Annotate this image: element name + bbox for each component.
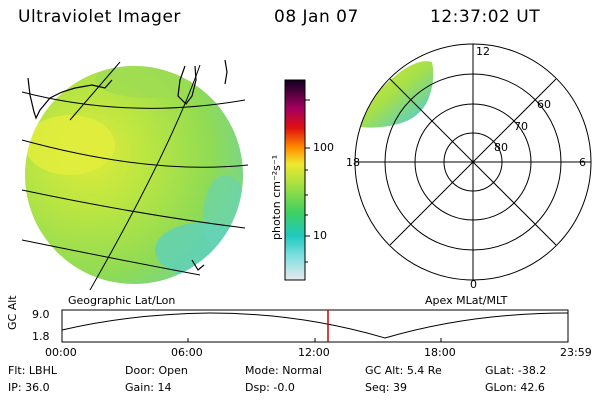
mlat-label-80: 80 (494, 141, 508, 154)
polar-plot (354, 43, 592, 281)
status-gain-label: Gain: (125, 381, 154, 394)
mlt-label-6: 6 (579, 156, 586, 169)
status-dsp-label: Dsp: (245, 381, 270, 394)
instrument-title: Ultraviolet Imager (18, 7, 181, 27)
status-mode: Mode: Normal (245, 364, 322, 377)
time-label: 12:37:02 UT (430, 7, 541, 27)
timeline-xtick-2359: 23:59 (560, 346, 592, 359)
status-door: Door: Open (125, 364, 188, 377)
status-door-label: Door: (125, 364, 155, 377)
timeline-plot (61, 309, 569, 343)
status-filter-label: Flt: (8, 364, 26, 377)
status-seq-value: 39 (392, 381, 407, 394)
status-gc-alt-value: 5.4 Re (406, 364, 442, 377)
status-ip-value: 36.0 (25, 381, 50, 394)
status-glon-value: 42.6 (520, 381, 545, 394)
status-ip: IP: 36.0 (8, 381, 50, 394)
status-dsp-value: -0.0 (273, 381, 295, 394)
geographic-image (21, 59, 249, 291)
status-glat-label: GLat: (485, 364, 515, 377)
mlat-label-70: 70 (514, 120, 528, 133)
status-gain: Gain: 14 (125, 381, 172, 394)
status-seq: Seq: 39 (365, 381, 407, 394)
timeline-ylabel: GC Alt (6, 295, 19, 330)
status-gain-value: 14 (157, 381, 172, 394)
apex-caption: Apex MLat/MLT (425, 294, 508, 307)
timeline-xtick-1800: 18:00 (424, 346, 456, 359)
status-mode-value: Normal (282, 364, 322, 377)
status-glon: GLon: 42.6 (485, 381, 545, 394)
timeline-xtick-0600: 06:00 (171, 346, 203, 359)
status-glat: GLat: -38.2 (485, 364, 546, 377)
mlt-label-18: 18 (346, 156, 360, 169)
status-ip-label: IP: (8, 381, 22, 394)
colorbar-tick-10: 10 (313, 229, 327, 242)
status-gc-alt: GC Alt: 5.4 Re (365, 364, 442, 377)
status-door-value: Open (158, 364, 188, 377)
status-glon-label: GLon: (485, 381, 517, 394)
mlt-label-12: 12 (476, 45, 490, 58)
status-dsp: Dsp: -0.0 (245, 381, 295, 394)
status-gc-alt-label: GC Alt: (365, 364, 404, 377)
timeline-ytick-1.8: 1.8 (32, 330, 50, 343)
timeline-xtick-1200: 12:00 (298, 346, 330, 359)
color-bar (284, 79, 310, 281)
timeline-xtick-0000: 00:00 (45, 346, 77, 359)
geographic-caption: Geographic Lat/Lon (68, 294, 176, 307)
date-label: 08 Jan 07 (274, 7, 359, 27)
status-glat-value: -38.2 (517, 364, 547, 377)
timeline-ytick-9: 9.0 (32, 308, 50, 321)
status-mode-label: Mode: (245, 364, 279, 377)
mlat-label-60: 60 (537, 98, 551, 111)
status-filter-value: LBHL (28, 364, 57, 377)
colorbar-unit-label: photon cm⁻²s⁻¹ (270, 154, 283, 240)
colorbar-tick-100: 100 (313, 141, 334, 154)
status-filter: Flt: LBHL (8, 364, 57, 377)
status-seq-label: Seq: (365, 381, 390, 394)
mlt-label-0: 0 (470, 278, 477, 291)
